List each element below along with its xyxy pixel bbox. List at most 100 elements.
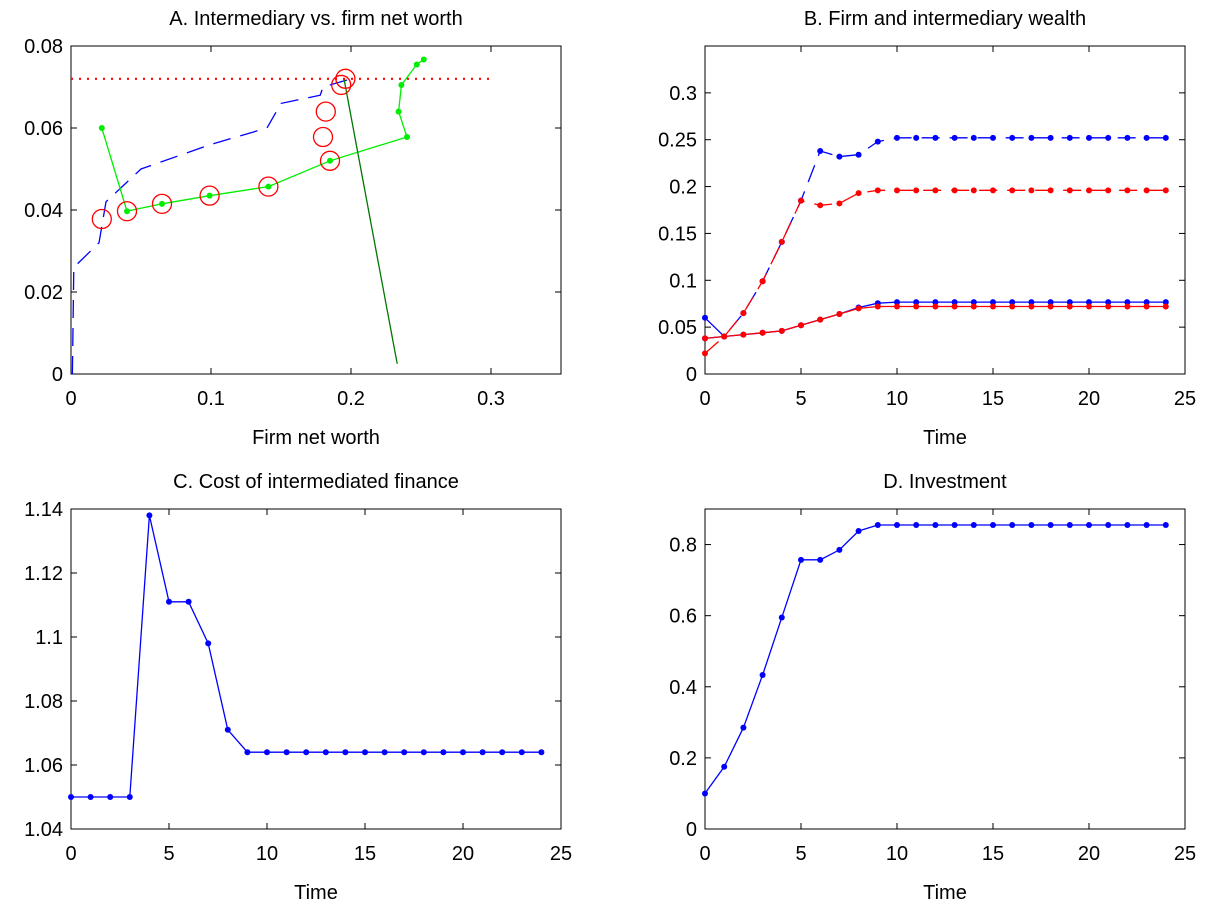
chart-d-series-0-point [1105,522,1112,528]
chart-c-x-tick-label: 0 [65,843,76,865]
chart-c-axes-box [70,508,562,830]
chart-b-series-1-point [855,190,862,197]
chart-a-series-2-line [343,78,398,364]
chart-d-panel: D. Investment Time 0 5 10 15 20 25 0 0.2 0.4 0.6 0.8 [669,471,1196,904]
chart-b-series-0-point [1143,134,1150,141]
chart-b-series-1-point [874,187,881,194]
chart-b-series-3-point [1162,303,1169,310]
chart-c-series-0-point [283,749,290,756]
chart-c-series-0-point [362,749,368,756]
chart-c-panel: C. Cost of intermediated finance Time 0 5 10… [24,471,572,904]
chart-d-y-tick-label: 0.2 [669,748,697,770]
chart-a-title: A. Intermediary vs. firm net worth [169,8,462,30]
chart-c-series-0-point [499,749,506,756]
chart-a-y-tick-label: 0.02 [24,282,63,304]
chart-b-series-3-point [932,303,939,310]
chart-b-series-3-point [990,303,996,310]
chart-b-y-tick-label: 0.25 [658,130,697,152]
chart-d-series-0-point [990,522,996,528]
chart-d-series-0-point [798,556,804,563]
chart-b-x-tick-label: 20 [1078,388,1100,410]
chart-a-series-0-line [71,78,352,375]
chart-c-series-0-point [244,749,251,756]
chart-a-y-tick-label: 0.08 [24,36,63,58]
chart-b-series-0-point [932,134,939,141]
chart-b-series-0-point [1009,134,1016,141]
chart-c-series-0-point [205,640,212,647]
chart-b-series-2-point [913,299,920,306]
chart-d-series-0-point [913,522,920,528]
chart-c-series-0-point [166,598,172,605]
chart-b-series-1-point [894,187,900,194]
chart-c-series-0-point [420,749,427,756]
chart-b-series-3-point [970,303,977,310]
chart-b-series-3-point [778,327,785,334]
chart-b-series-3-point [798,322,804,329]
chart-c-y-tick-label: 1.04 [24,819,63,841]
chart-a-x-axis-label: Firm net worth [252,427,380,449]
chart-b-series-3-point [1047,303,1054,310]
chart-b-series-1-point [702,350,708,357]
chart-b-series-1-point [778,238,785,245]
chart-b-series-2-point [1124,299,1131,306]
chart-b-series-0-point [1086,134,1092,141]
chart-d-series-0-point [778,614,785,621]
chart-d-x-tick-label: 5 [795,843,806,865]
chart-b-series-3-point [740,331,747,338]
chart-c-x-tick-label: 10 [256,843,278,865]
chart-a-series-1-point [327,157,333,164]
chart-b-series-1-point [913,187,920,194]
chart-b-series-0-point [817,147,824,154]
chart-b-series-1-point [1162,187,1169,194]
chart-b-series-2-point [1047,299,1054,306]
chart-d-y-tick-label: 0.6 [669,606,697,628]
chart-b-series-3-point [1143,303,1150,310]
chart-b-series-2-point [932,299,939,306]
chart-b-series-3-point [836,311,843,318]
chart-c-series-0-point [107,794,114,800]
chart-d-series-0-point [1124,522,1131,528]
chart-c-series-0-point [68,794,74,800]
chart-a-series-4-circle-marker [335,68,356,89]
chart-a-series-1-point [404,134,410,141]
chart-b-series-3-point [1086,303,1092,310]
chart-b-y-tick-label: 0.1 [669,270,697,292]
chart-c-series-0-point [87,794,94,800]
chart-a-series-1-point [398,81,405,88]
chart-b-series-2-point [1162,299,1169,306]
chart-b-x-axis-label: Time [923,427,967,449]
chart-a-series-1-point [206,192,213,199]
chart-b-series-0-point [990,134,996,141]
chart-b-y-tick-label: 0.05 [658,317,697,339]
chart-b-series-2-point [1086,299,1092,306]
chart-b-series-0-point [1047,134,1054,141]
chart-a-series-1-point [124,208,130,215]
chart-d-series-0-point [759,672,766,679]
chart-a-series-4-circle-marker [151,193,173,215]
chart-b-x-tick-label: 0 [699,388,710,410]
chart-b-x-tick-label: 10 [886,388,908,410]
chart-b-series-3-point [1028,303,1035,310]
chart-b-series-3-point [913,303,920,310]
chart-b-series-0-point [894,134,900,141]
chart-c-series-0-point [479,749,486,756]
chart-c-y-tick-label: 1.12 [24,563,63,585]
chart-d-series-0-point [1066,522,1073,528]
chart-b-series-3-point [1066,303,1073,310]
chart-c-x-axis-label: Time [294,882,338,904]
chart-b-series-0-point [874,138,881,145]
chart-d-series-0-point [836,546,843,553]
chart-a-y-tick-label: 0.04 [24,200,63,222]
chart-d-series-0-point [932,522,939,528]
chart-b-series-3-point [894,303,900,310]
chart-b-series-3-point [721,333,728,340]
chart-b-series-2-point [951,299,958,306]
chart-d-series-0-point [1143,522,1150,528]
chart-b-series-0-point [970,134,977,141]
chart-c-x-tick-label: 5 [163,843,174,865]
chart-c-series-0-point [440,749,447,756]
chart-b-series-2-point [1105,299,1112,306]
chart-a-series-4-circle-marker [319,150,341,171]
chart-a-y-tick-label: 0 [52,364,63,386]
chart-d-series-0-point [1162,522,1169,528]
